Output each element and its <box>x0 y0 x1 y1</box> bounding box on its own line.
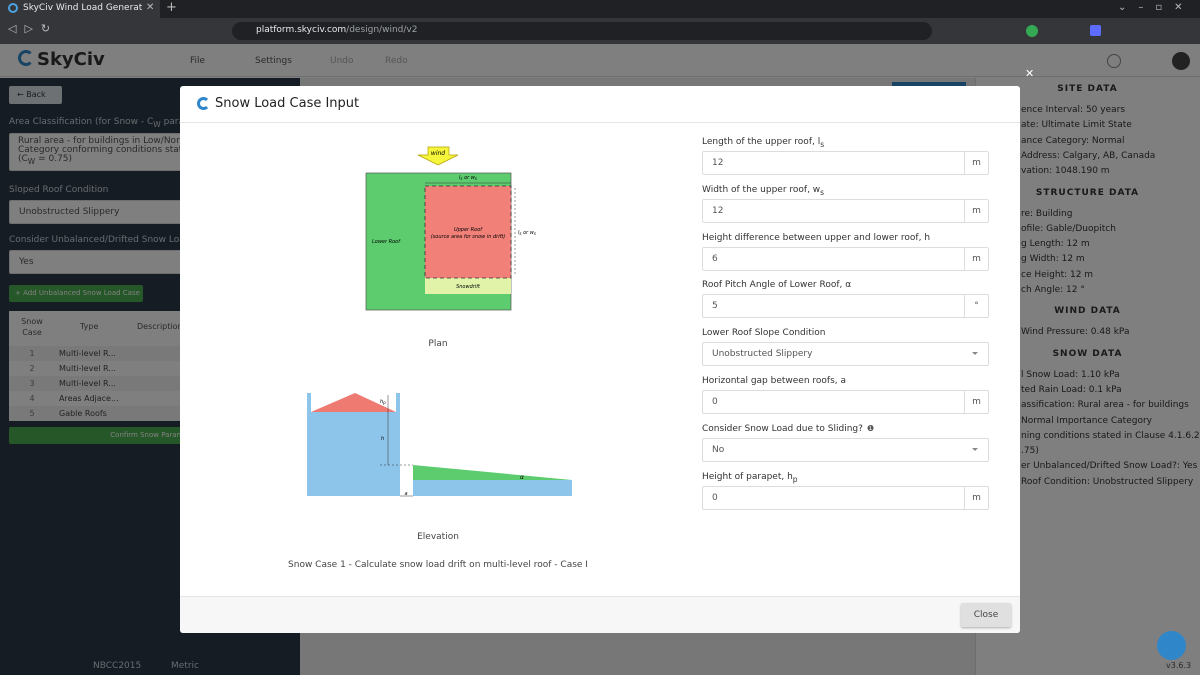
upper-roof-label: Upper Roof <box>454 227 483 233</box>
lower-roof-label: Lower Roof <box>372 239 401 245</box>
field-label: Width of the upper roof, ws <box>702 185 824 197</box>
new-tab[interactable]: + <box>166 0 177 15</box>
label-text: Height difference between upper and lowe… <box>702 232 931 243</box>
case-caption: Snow Case 1 - Calculate snow load drift … <box>288 560 588 570</box>
field-value: 0 <box>712 492 718 503</box>
snow-peak <box>311 393 396 412</box>
select[interactable]: Unobstructed Slippery <box>702 342 989 367</box>
input[interactable]: 5 ° <box>702 294 989 319</box>
field-value: 12 <box>712 158 724 168</box>
field-label: Height of parapet, hp <box>702 472 798 484</box>
label-text: s <box>820 139 825 149</box>
select[interactable]: No <box>702 437 989 462</box>
field-value: Unobstructed Slippery <box>712 349 813 360</box>
modal-title: Snow Load Case Input <box>215 96 360 111</box>
panel-close[interactable]: ✕ <box>1025 67 1035 80</box>
field-label: Lower Roof Slope Condition <box>702 328 826 338</box>
field-label: Consider Snow Load due to Sliding? ❶ <box>702 424 874 434</box>
drift <box>413 465 572 480</box>
input[interactable]: 12 m <box>702 151 989 175</box>
caret <box>972 447 978 451</box>
upper-building <box>307 412 400 496</box>
dim-label: ls or ws <box>518 230 536 236</box>
label-text: p <box>792 474 798 484</box>
upper-roof-note: (source area for snow in drift) <box>431 234 506 240</box>
modal-footer <box>180 596 1020 633</box>
divider <box>180 122 1020 123</box>
nav-buttons[interactable]: ◁▷↻ <box>8 22 59 35</box>
lower-building <box>413 480 572 496</box>
unit: m <box>964 247 988 270</box>
tab-title: SkyCiv Wind Load Generat <box>23 3 143 13</box>
tab-bar <box>0 0 1200 18</box>
close-button[interactable]: Close <box>961 603 1011 627</box>
window-controls[interactable]: ⌄–▫✕ <box>1118 2 1195 13</box>
modal-icon <box>197 97 210 110</box>
field-value: 12 <box>712 205 724 216</box>
label-text: Roof Pitch Angle of Lower Roof, α <box>702 280 852 291</box>
extension[interactable] <box>1026 25 1038 37</box>
h-label: h <box>381 436 384 442</box>
unit: ° <box>964 295 988 318</box>
label-text: Consider Snow Load due to Sliding? <box>702 423 863 434</box>
field-value: 0 <box>712 397 718 407</box>
label-text: Lower Roof Slope Condition <box>702 328 826 339</box>
caret <box>972 352 978 356</box>
alpha-label: α <box>520 474 524 481</box>
field-label: Height difference between upper and lowe… <box>702 233 930 243</box>
unit: m <box>964 391 988 413</box>
omnibox[interactable] <box>232 22 932 40</box>
unit: m <box>964 486 988 509</box>
snowdrift-label: Snowdrift <box>456 284 481 290</box>
modal <box>180 86 1020 633</box>
label-text: Length of the upper roof, l <box>702 137 821 147</box>
hp-label: hp <box>380 399 386 405</box>
field-label: Horizontal gap between roofs, a <box>702 376 846 386</box>
label-text: Width of the upper roof, w <box>702 184 821 195</box>
unit: m <box>964 152 988 174</box>
tab[interactable] <box>0 0 160 18</box>
info-icon: ❶ <box>866 423 875 433</box>
snowdrift <box>425 278 511 294</box>
url: platform.skyciv.com/design/wind/v2 <box>256 25 418 35</box>
field-label: Length of the upper roof, ls <box>702 137 824 149</box>
dim-label: ls or ws <box>459 175 477 181</box>
tab-close[interactable]: ✕ <box>146 2 155 13</box>
label-text: s <box>820 187 825 197</box>
tab-icon <box>8 3 18 13</box>
field-label: Roof Pitch Angle of Lower Roof, α <box>702 280 851 290</box>
label-text: Horizontal gap between roofs, a <box>702 376 847 386</box>
plan-caption: Plan <box>428 339 447 349</box>
extension[interactable] <box>1090 25 1101 36</box>
input[interactable]: 12 m <box>702 198 989 223</box>
diagram: wind ls or ws ls or ws Upper Roof (sourc… <box>288 146 588 570</box>
a-label: a <box>404 491 407 497</box>
parapet <box>307 393 311 412</box>
field-value: 6 <box>712 253 718 264</box>
field-value: 5 <box>712 301 718 312</box>
wind-arrow <box>417 146 459 166</box>
upper-roof <box>424 185 512 279</box>
field-value: No <box>712 444 725 455</box>
elevation-caption: Elevation <box>417 532 459 542</box>
chat-button[interactable] <box>1157 631 1186 660</box>
parapet <box>396 393 400 412</box>
wind-label: wind <box>431 150 445 157</box>
label-text: Height of parapet, h <box>702 471 793 482</box>
unit: m <box>964 199 988 222</box>
